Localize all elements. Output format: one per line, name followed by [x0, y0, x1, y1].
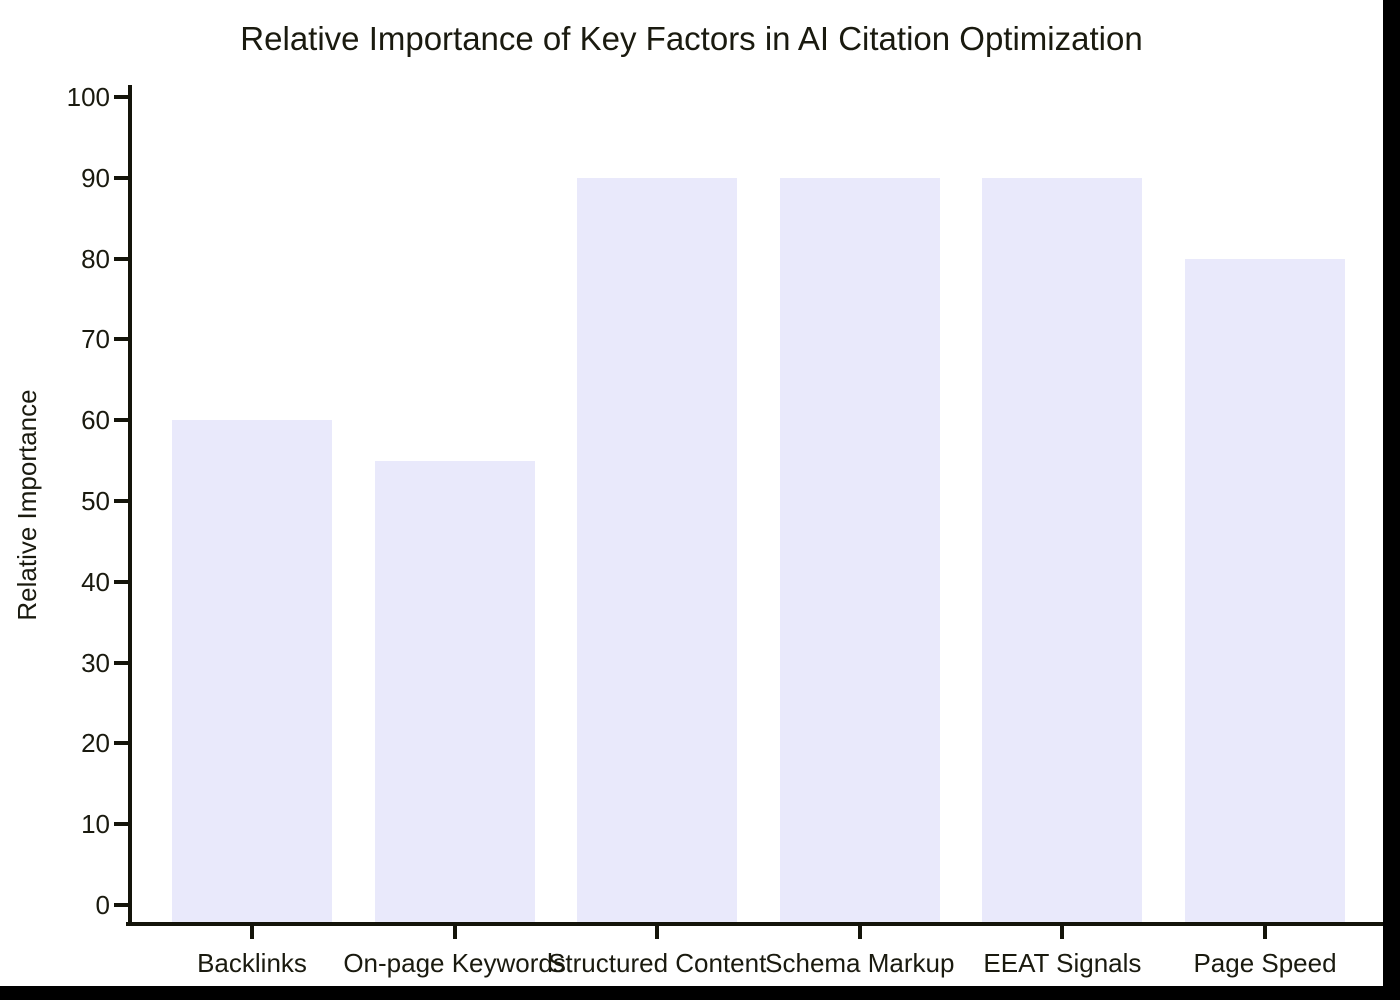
y-tick	[114, 418, 128, 423]
y-tick-label: 70	[81, 324, 110, 355]
x-tick	[452, 926, 457, 939]
y-tick	[114, 337, 128, 342]
x-tick	[655, 926, 660, 939]
bar-page-speed	[1185, 258, 1345, 922]
bar-structured-content	[577, 177, 738, 922]
y-tick-label: 30	[81, 647, 110, 678]
bar-backlinks	[172, 420, 332, 922]
y-tick-label: 100	[66, 82, 110, 112]
y-tick	[114, 822, 128, 827]
y-tick-label: 0	[95, 890, 110, 920]
y-tick	[114, 741, 128, 746]
y-tick	[114, 660, 128, 665]
x-tick	[857, 926, 862, 939]
bar-on-page-keywords	[374, 460, 535, 922]
y-tick	[114, 499, 128, 503]
bottom-border	[0, 986, 1400, 1000]
chart-title: Relative Importance of Key Factors in AI…	[240, 20, 1143, 57]
x-axis-line	[126, 922, 1383, 926]
x-tick	[1060, 926, 1065, 939]
x-tick	[1263, 926, 1267, 939]
y-tick-label: 20	[81, 728, 110, 759]
y-tick-label: 50	[81, 486, 110, 516]
y-tick	[114, 903, 128, 907]
y-tick-label: 10	[81, 809, 110, 840]
right-border	[1383, 0, 1400, 1000]
y-tick-label: 40	[81, 566, 110, 597]
y-tick-label: 60	[81, 405, 110, 436]
bar-schema-markup	[779, 177, 940, 922]
x-tick	[250, 926, 254, 939]
y-tick	[114, 256, 128, 261]
y-tick	[114, 95, 128, 99]
y-tick-label: 80	[81, 243, 110, 274]
bar-eeat-signals	[982, 177, 1143, 922]
y-tick	[114, 175, 128, 180]
y-axis-line	[128, 85, 132, 926]
y-tick	[114, 579, 128, 584]
y-tick-label: 90	[81, 162, 110, 193]
